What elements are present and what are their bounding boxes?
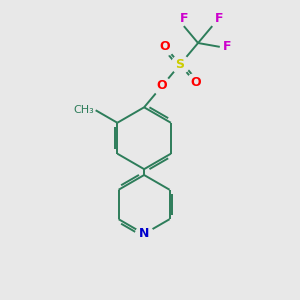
Text: F: F: [215, 12, 224, 25]
Text: N: N: [139, 227, 149, 240]
Text: F: F: [223, 40, 232, 53]
Text: CH₃: CH₃: [74, 105, 94, 115]
Text: S: S: [176, 58, 184, 71]
Text: F: F: [180, 12, 188, 25]
Text: O: O: [160, 40, 170, 53]
Text: O: O: [190, 76, 200, 89]
Text: O: O: [157, 80, 167, 92]
